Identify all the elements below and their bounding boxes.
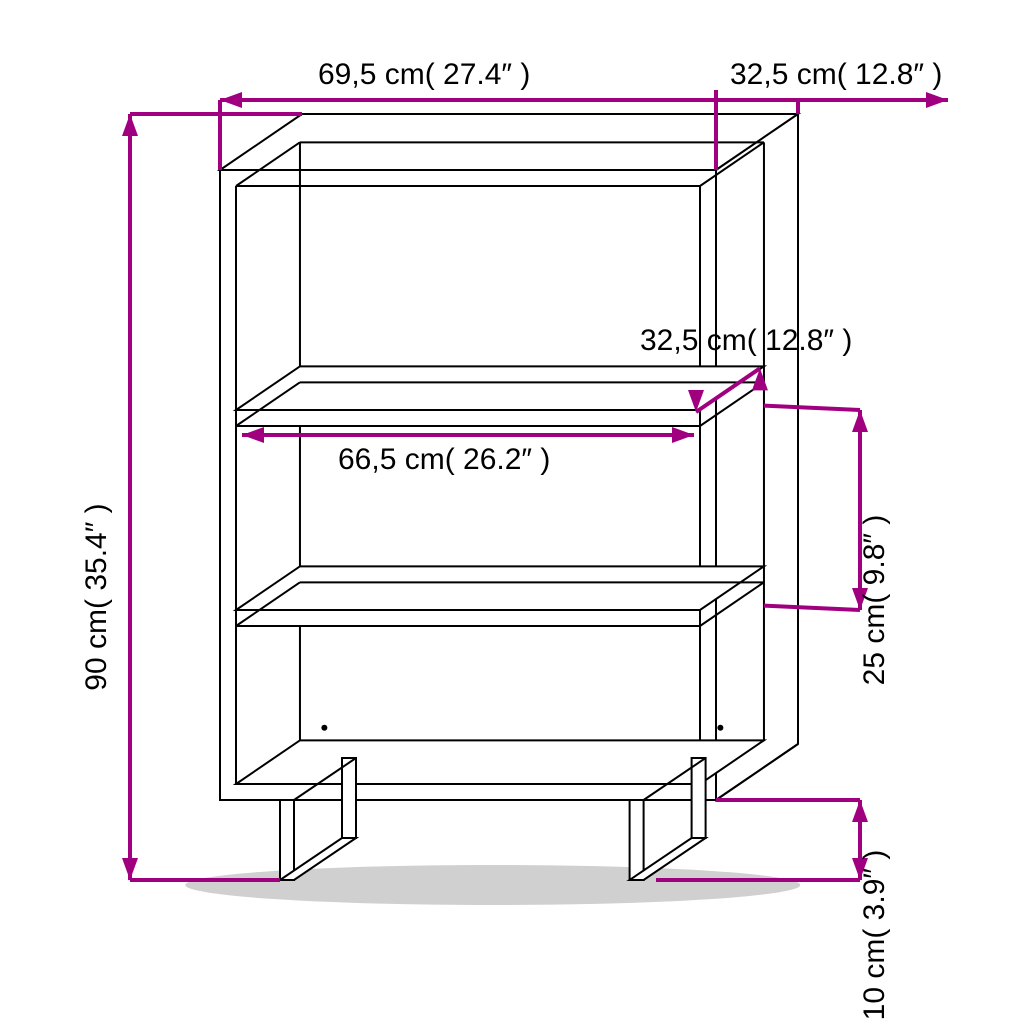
shelf-front — [236, 610, 700, 626]
bottom-shelf-top — [236, 740, 764, 784]
right-face — [716, 114, 798, 800]
label-height: 90 cm( 35.4″ ) — [80, 503, 113, 690]
leg-back — [692, 758, 706, 838]
label-depth-top: 32,5 cm( 12.8″ ) — [730, 58, 942, 91]
arrow-head — [220, 92, 242, 108]
label-leg-height: 10 cm( 3.9″ ) — [858, 850, 891, 1021]
dowel-hole — [321, 725, 327, 731]
arrow-head — [122, 114, 138, 136]
label-shelf-depth: 32,5 cm( 12.8″ ) — [640, 324, 852, 357]
dowel-hole — [717, 725, 723, 731]
label-shelf-width: 66,5 cm( 26.2″ ) — [338, 443, 550, 476]
label-shelf-gap: 25 cm( 9.8″ ) — [858, 515, 891, 686]
front-face — [220, 170, 716, 800]
arrow-head — [852, 410, 868, 432]
dimension-diagram: 69,5 cm( 27.4″ ) 32,5 cm( 12.8″ ) 90 cm( 3… — [0, 0, 1024, 1024]
arrow-head — [926, 92, 948, 108]
leg-back — [342, 758, 356, 838]
floor-shadow — [185, 865, 800, 905]
leg-front — [280, 800, 294, 880]
shelf-front — [236, 410, 700, 426]
arrow-head — [852, 800, 868, 822]
shelf-top — [236, 366, 764, 410]
leg-front — [630, 800, 644, 880]
arrow-head — [122, 858, 138, 880]
label-width: 69,5 cm( 27.4″ ) — [318, 58, 530, 91]
shelf-top — [236, 566, 764, 610]
